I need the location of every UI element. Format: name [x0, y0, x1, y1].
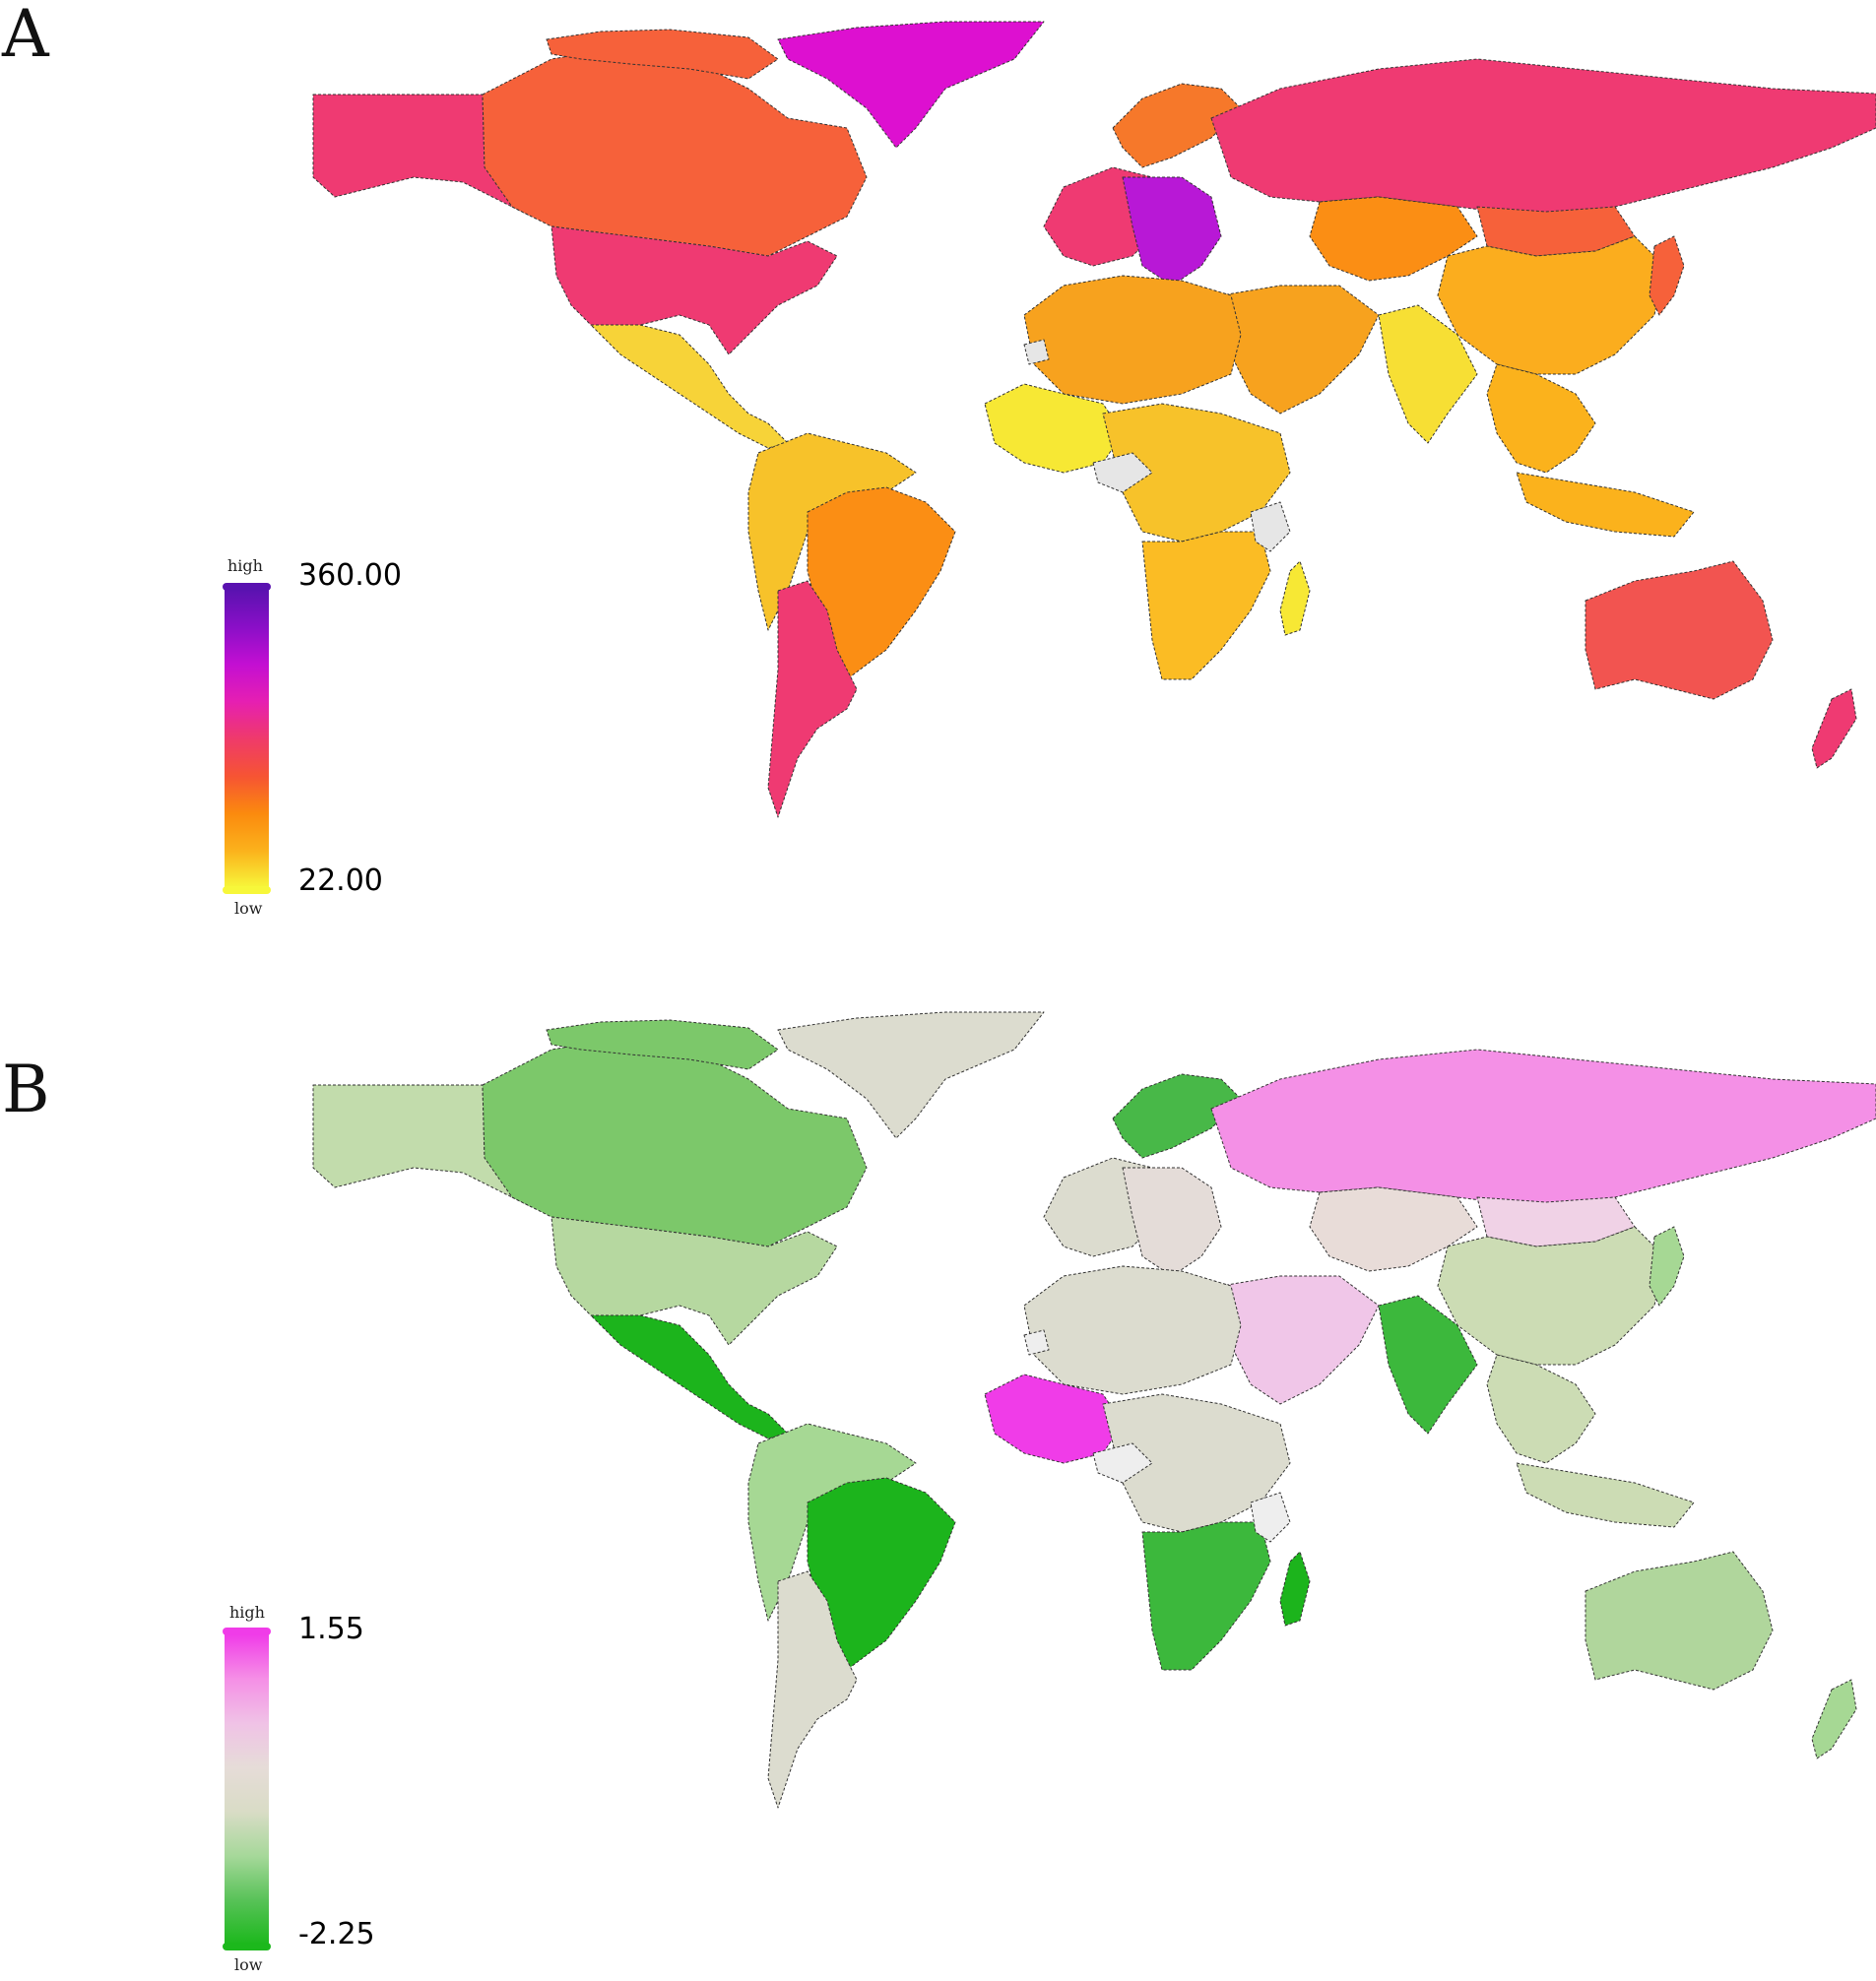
region-central-asia [1309, 196, 1478, 282]
region-north-america-north [482, 48, 868, 257]
world-map [223, 21, 1876, 894]
region-australia [1585, 560, 1774, 700]
region-china [1437, 1226, 1665, 1366]
region-mexico-central [590, 1314, 789, 1439]
region-north-africa [1023, 1265, 1242, 1395]
legend-min-label: -2.25 [298, 1917, 375, 1951]
region-nodata [1250, 1492, 1291, 1543]
legend-max-label: 1.55 [298, 1612, 364, 1646]
region-brazil [807, 486, 956, 680]
region-nodata [1092, 452, 1153, 493]
panel-b: B high low 1.55 -2.25 [0, 990, 1876, 1981]
legend-low-text: low [234, 1955, 263, 1974]
region-central-asia [1309, 1186, 1478, 1272]
region-new-zealand [1811, 1679, 1857, 1759]
panel-a: A high low 360.00 22.00 [0, 0, 1876, 990]
region-india [1378, 304, 1478, 444]
region-europe-central [1122, 1167, 1222, 1277]
region-nodata [1023, 339, 1050, 365]
region-usa [550, 225, 838, 355]
region-usa [550, 1216, 838, 1346]
panel-label: A [2, 0, 49, 72]
legend-low-text: low [234, 899, 263, 918]
region-alaska [312, 94, 533, 218]
world-map [223, 1011, 1876, 1950]
color-scale-bar [223, 583, 271, 894]
region-alaska [312, 1084, 533, 1208]
region-middle-east [1220, 1275, 1380, 1405]
region-new-zealand [1811, 688, 1857, 769]
region-china [1437, 235, 1665, 375]
region-southeast-asia [1486, 363, 1596, 474]
legend-min-label: 22.00 [298, 863, 383, 898]
region-north-america-north [546, 29, 779, 80]
legend-high-text: high [229, 1603, 265, 1622]
region-southern-africa [1141, 531, 1271, 680]
region-southeast-asia [1486, 1354, 1596, 1464]
region-nodata [1250, 501, 1291, 552]
region-europe-nordic [1112, 1073, 1242, 1159]
region-greenland [777, 1011, 1045, 1139]
region-nodata [1092, 1442, 1153, 1484]
region-australia [1585, 1551, 1774, 1691]
panel-label: B [2, 1052, 50, 1127]
region-japan [1649, 235, 1685, 316]
region-europe-nordic [1112, 83, 1242, 168]
legend-max-label: 360.00 [298, 558, 402, 593]
region-japan [1649, 1226, 1685, 1307]
region-middle-east [1220, 285, 1380, 415]
region-russia [1210, 58, 1876, 218]
region-southeast-asia [1516, 1462, 1695, 1528]
region-central-africa [1102, 403, 1291, 543]
region-north-america-north [482, 1039, 868, 1247]
region-brazil [807, 1477, 956, 1671]
region-india [1378, 1295, 1478, 1435]
region-madagascar [1279, 560, 1311, 636]
region-greenland [777, 21, 1045, 149]
color-scale-bar [223, 1628, 271, 1950]
legend-high-text: high [227, 556, 263, 575]
region-central-africa [1102, 1393, 1291, 1533]
region-nodata [1023, 1329, 1050, 1356]
region-north-america-north [546, 1019, 779, 1070]
region-madagascar [1279, 1551, 1311, 1627]
region-south-america-south [767, 1570, 858, 1809]
region-europe-central [1122, 176, 1222, 287]
region-south-america-south [767, 580, 858, 818]
region-southeast-asia [1516, 472, 1695, 538]
region-russia [1210, 1049, 1876, 1208]
region-southern-africa [1141, 1521, 1271, 1671]
region-north-africa [1023, 275, 1242, 405]
region-mexico-central [590, 324, 789, 449]
